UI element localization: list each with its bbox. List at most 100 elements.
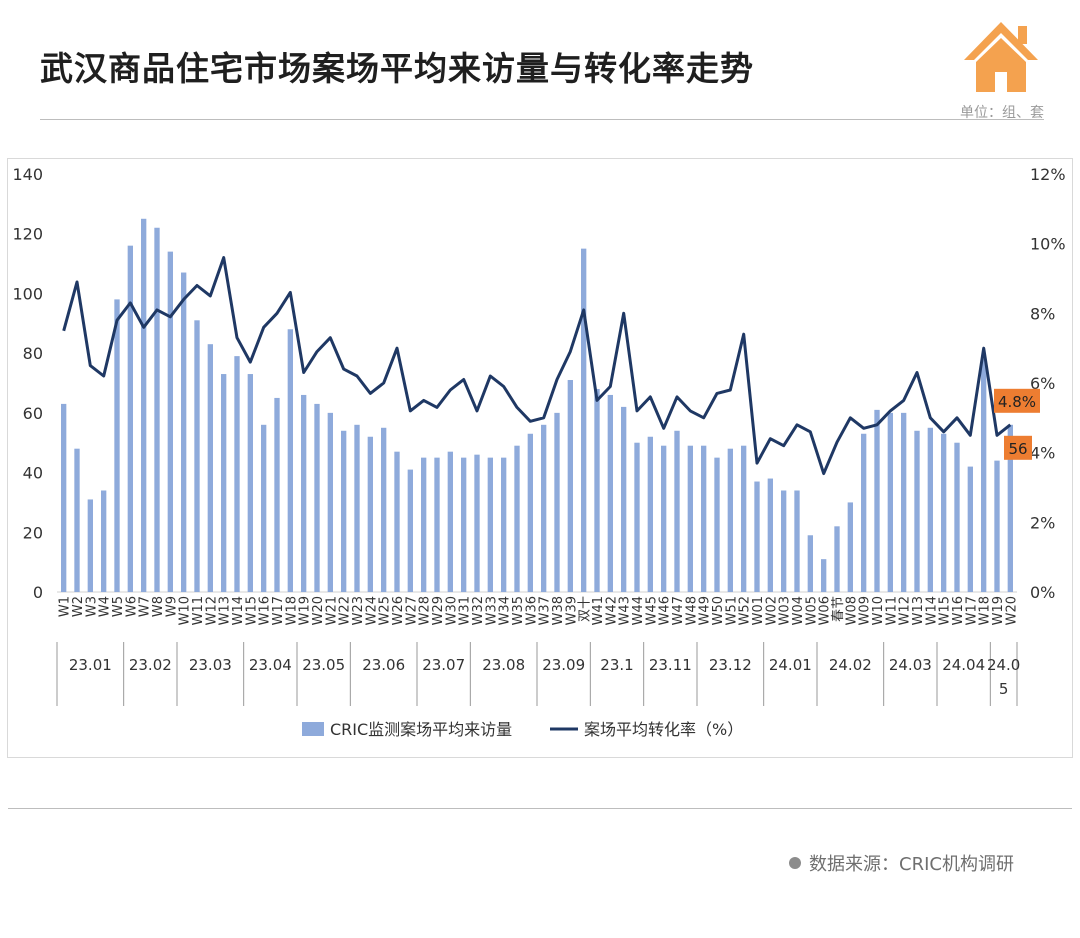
bar bbox=[807, 535, 813, 592]
bar bbox=[287, 329, 293, 592]
x-tick-label: W18 bbox=[978, 596, 993, 625]
x-tick-label: W21 bbox=[324, 596, 339, 625]
month-label: 23.08 bbox=[482, 656, 525, 674]
x-tick-label: W41 bbox=[591, 596, 606, 625]
month-label: 23.03 bbox=[189, 656, 232, 674]
bar bbox=[261, 424, 267, 592]
x-tick-label: W16 bbox=[258, 596, 273, 625]
bar bbox=[154, 227, 160, 592]
y2-tick-label: 6% bbox=[1030, 374, 1055, 393]
bar bbox=[114, 299, 120, 592]
bar bbox=[741, 445, 747, 592]
conversion-rate-line bbox=[62, 256, 1012, 476]
x-tick-label: W35 bbox=[511, 596, 526, 625]
month-label: 23.12 bbox=[709, 656, 752, 674]
x-tick-label: W15 bbox=[244, 596, 259, 625]
x-tick-label: W5 bbox=[111, 596, 126, 617]
bar bbox=[447, 451, 453, 592]
x-tick-label: W38 bbox=[551, 596, 566, 625]
y-tick-label: 120 bbox=[12, 225, 43, 244]
x-tick-label: W04 bbox=[791, 596, 806, 625]
bar bbox=[754, 481, 760, 592]
y2-tick-label: 0% bbox=[1030, 583, 1055, 602]
bar bbox=[367, 436, 373, 592]
bar bbox=[834, 526, 840, 592]
month-label: 23.01 bbox=[69, 656, 112, 674]
x-tick-label: W09 bbox=[858, 596, 873, 625]
bar bbox=[167, 251, 173, 592]
x-tick-label: W11 bbox=[191, 596, 206, 625]
x-tick-label: W30 bbox=[444, 596, 459, 625]
y-tick-label: 20 bbox=[23, 523, 43, 542]
rate-callout-box bbox=[994, 388, 1040, 413]
x-tick-label: W02 bbox=[764, 596, 779, 625]
bar bbox=[87, 499, 93, 592]
bar bbox=[61, 403, 67, 592]
x-tick-label: W19 bbox=[991, 596, 1006, 625]
bar bbox=[914, 430, 920, 592]
rate-callout-label: 4.8% bbox=[998, 393, 1036, 411]
bar bbox=[207, 344, 213, 592]
month-label: 24.0 5 bbox=[987, 656, 1020, 698]
y2-tick-label: 12% bbox=[1030, 165, 1066, 184]
month-label: 23.02 bbox=[129, 656, 172, 674]
bar bbox=[394, 451, 400, 592]
x-tick-label: W36 bbox=[524, 596, 539, 625]
bar bbox=[341, 430, 347, 592]
x-tick-label: W22 bbox=[338, 596, 353, 625]
x-tick-label: W06 bbox=[818, 596, 833, 625]
y-tick-label: 80 bbox=[23, 344, 43, 363]
x-tick-label: W10 bbox=[871, 596, 886, 625]
x-tick-label: W48 bbox=[684, 596, 699, 625]
x-tick-label: 双十 bbox=[578, 596, 593, 622]
bar bbox=[661, 445, 667, 592]
bar bbox=[887, 412, 893, 592]
x-tick-label: W19 bbox=[298, 596, 313, 625]
x-tick-label: W28 bbox=[418, 596, 433, 625]
x-tick-label: W50 bbox=[711, 596, 726, 625]
bar bbox=[541, 424, 547, 592]
bar bbox=[527, 433, 533, 592]
x-tick-label: W25 bbox=[378, 596, 393, 625]
chart-frame bbox=[7, 158, 1073, 758]
x-tick-label: W20 bbox=[311, 596, 326, 625]
bar bbox=[274, 397, 280, 592]
x-tick-label: W13 bbox=[911, 596, 926, 625]
bar bbox=[687, 445, 693, 592]
bar bbox=[647, 436, 653, 592]
x-tick-label: W2 bbox=[71, 596, 86, 617]
bar bbox=[567, 380, 573, 592]
bar bbox=[701, 445, 707, 592]
x-tick-label: W37 bbox=[538, 596, 553, 625]
month-label: 23.11 bbox=[649, 656, 692, 674]
month-label: 23.06 bbox=[362, 656, 405, 674]
x-tick-label: W20 bbox=[1004, 596, 1019, 625]
bar bbox=[127, 245, 133, 592]
unit-label: 单位：组、套 bbox=[960, 105, 1044, 121]
bar bbox=[674, 430, 680, 592]
x-tick-label: W7 bbox=[138, 596, 153, 617]
footer-divider bbox=[8, 808, 1072, 809]
month-label: 23.1 bbox=[600, 656, 633, 674]
header-divider bbox=[40, 119, 1044, 120]
bar bbox=[247, 374, 253, 592]
x-tick-label: W8 bbox=[151, 596, 166, 617]
bar bbox=[474, 454, 480, 592]
x-tick-label: W52 bbox=[738, 596, 753, 625]
bar bbox=[407, 469, 413, 592]
y-tick-label: 60 bbox=[23, 404, 43, 423]
x-tick-label: W29 bbox=[431, 596, 446, 625]
bar bbox=[301, 394, 307, 592]
bar bbox=[621, 406, 627, 592]
bar bbox=[487, 457, 493, 592]
month-label: 24.04 bbox=[942, 656, 985, 674]
visits-conversion-chart: 0204060801001201400%2%4%6%8%10%12%W1W2W3… bbox=[12, 165, 1066, 739]
bar bbox=[634, 442, 640, 592]
bar bbox=[967, 466, 973, 592]
bar bbox=[194, 320, 200, 592]
x-tick-label: W33 bbox=[484, 596, 499, 625]
x-tick-label: W31 bbox=[458, 596, 473, 625]
month-label: 24.01 bbox=[769, 656, 812, 674]
x-tick-label: W08 bbox=[844, 596, 859, 625]
x-tick-label: W43 bbox=[618, 596, 633, 625]
